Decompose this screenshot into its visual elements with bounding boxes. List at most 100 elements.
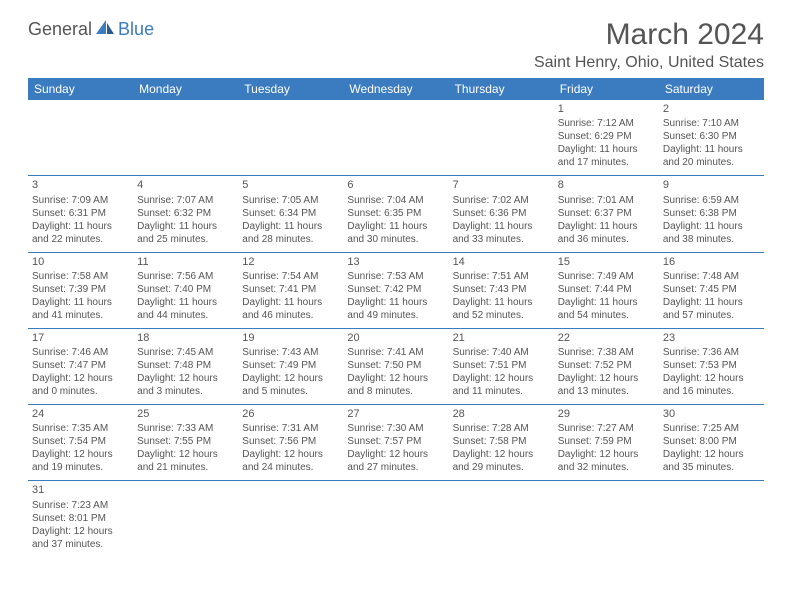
day-number: 8: [558, 178, 655, 192]
day-number: 13: [347, 255, 444, 269]
sunset-text: Sunset: 8:01 PM: [32, 512, 129, 525]
sunrise-text: Sunrise: 7:56 AM: [137, 270, 234, 283]
day-number: 18: [137, 331, 234, 345]
day-number: 17: [32, 331, 129, 345]
sunset-text: Sunset: 7:56 PM: [242, 435, 339, 448]
day-cell: 31Sunrise: 7:23 AMSunset: 8:01 PMDayligh…: [28, 481, 133, 556]
sunset-text: Sunset: 8:00 PM: [663, 435, 760, 448]
sunrise-text: Sunrise: 7:31 AM: [242, 422, 339, 435]
day-number: 12: [242, 255, 339, 269]
sunset-text: Sunset: 7:39 PM: [32, 283, 129, 296]
daylight-text: Daylight: 12 hours and 24 minutes.: [242, 448, 339, 474]
day-cell: 6Sunrise: 7:04 AMSunset: 6:35 PMDaylight…: [343, 176, 448, 251]
sunset-text: Sunset: 6:38 PM: [663, 207, 760, 220]
daylight-text: Daylight: 12 hours and 0 minutes.: [32, 372, 129, 398]
location: Saint Henry, Ohio, United States: [534, 54, 764, 72]
sunset-text: Sunset: 7:44 PM: [558, 283, 655, 296]
logo-text-blue: Blue: [118, 19, 154, 40]
day-cell: 17Sunrise: 7:46 AMSunset: 7:47 PMDayligh…: [28, 329, 133, 404]
day-cell: 23Sunrise: 7:36 AMSunset: 7:53 PMDayligh…: [659, 329, 764, 404]
day-number: 29: [558, 407, 655, 421]
day-cell: 8Sunrise: 7:01 AMSunset: 6:37 PMDaylight…: [554, 176, 659, 251]
sunrise-text: Sunrise: 7:27 AM: [558, 422, 655, 435]
sunset-text: Sunset: 7:41 PM: [242, 283, 339, 296]
day-cell-empty: [659, 481, 764, 556]
daylight-text: Daylight: 11 hours and 52 minutes.: [453, 296, 550, 322]
sunrise-text: Sunrise: 7:33 AM: [137, 422, 234, 435]
day-number: 27: [347, 407, 444, 421]
sunset-text: Sunset: 7:57 PM: [347, 435, 444, 448]
daylight-text: Daylight: 12 hours and 19 minutes.: [32, 448, 129, 474]
sunset-text: Sunset: 7:50 PM: [347, 359, 444, 372]
day-number: 14: [453, 255, 550, 269]
daylight-text: Daylight: 11 hours and 33 minutes.: [453, 220, 550, 246]
week-row: 10Sunrise: 7:58 AMSunset: 7:39 PM Dayligh…: [28, 253, 764, 329]
day-number: 20: [347, 331, 444, 345]
sunrise-text: Sunrise: 7:46 AM: [32, 346, 129, 359]
sunrise-text: Sunrise: 7:28 AM: [453, 422, 550, 435]
day-cell: 19Sunrise: 7:43 AMSunset: 7:49 PMDayligh…: [238, 329, 343, 404]
daylight-text: Daylight: 12 hours and 32 minutes.: [558, 448, 655, 474]
daylight-text: Daylight: 11 hours and 46 minutes.: [242, 296, 339, 322]
logo: General Blue: [28, 18, 154, 41]
day-cell: 3Sunrise: 7:09 AMSunset: 6:31 PMDaylight…: [28, 176, 133, 251]
sunset-text: Sunset: 7:40 PM: [137, 283, 234, 296]
sunrise-text: Sunrise: 7:58 AM: [32, 270, 129, 283]
sunrise-text: Sunrise: 7:43 AM: [242, 346, 339, 359]
day-cell-empty: [28, 100, 133, 175]
sunrise-text: Sunrise: 6:59 AM: [663, 194, 760, 207]
sunrise-text: Sunrise: 7:02 AM: [453, 194, 550, 207]
day-cell: 26Sunrise: 7:31 AMSunset: 7:56 PMDayligh…: [238, 405, 343, 480]
daylight-text: Daylight: 12 hours and 11 minutes.: [453, 372, 550, 398]
day-number: 24: [32, 407, 129, 421]
daylight-text: Daylight: 11 hours and 20 minutes.: [663, 143, 760, 169]
sunset-text: Sunset: 7:42 PM: [347, 283, 444, 296]
daylight-text: Daylight: 12 hours and 16 minutes.: [663, 372, 760, 398]
sunset-text: Sunset: 7:54 PM: [32, 435, 129, 448]
day-number: 7: [453, 178, 550, 192]
sunset-text: Sunset: 6:34 PM: [242, 207, 339, 220]
weekday-header: Tuesday: [238, 78, 343, 100]
week-row: 1Sunrise: 7:12 AMSunset: 6:29 PMDaylight…: [28, 100, 764, 176]
daylight-text: Daylight: 12 hours and 27 minutes.: [347, 448, 444, 474]
calendar-body: 1Sunrise: 7:12 AMSunset: 6:29 PMDaylight…: [28, 100, 764, 557]
sunrise-text: Sunrise: 7:05 AM: [242, 194, 339, 207]
day-cell: 13Sunrise: 7:53 AMSunset: 7:42 PMDayligh…: [343, 253, 448, 328]
day-cell: 20Sunrise: 7:41 AMSunset: 7:50 PMDayligh…: [343, 329, 448, 404]
daylight-text: Daylight: 12 hours and 13 minutes.: [558, 372, 655, 398]
day-cell-empty: [449, 100, 554, 175]
sunrise-text: Sunrise: 7:10 AM: [663, 117, 760, 130]
weekday-header: Friday: [554, 78, 659, 100]
day-cell: 28Sunrise: 7:28 AMSunset: 7:58 PMDayligh…: [449, 405, 554, 480]
day-cell: 24Sunrise: 7:35 AMSunset: 7:54 PMDayligh…: [28, 405, 133, 480]
day-number: 16: [663, 255, 760, 269]
sunset-text: Sunset: 7:59 PM: [558, 435, 655, 448]
header: General Blue March 2024 Saint Henry, Ohi…: [28, 18, 764, 72]
sunrise-text: Sunrise: 7:07 AM: [137, 194, 234, 207]
daylight-text: Daylight: 12 hours and 35 minutes.: [663, 448, 760, 474]
day-cell-empty: [238, 481, 343, 556]
sunrise-text: Sunrise: 7:35 AM: [32, 422, 129, 435]
daylight-text: Daylight: 12 hours and 3 minutes.: [137, 372, 234, 398]
day-cell: 14Sunrise: 7:51 AMSunset: 7:43 PMDayligh…: [449, 253, 554, 328]
sunset-text: Sunset: 7:43 PM: [453, 283, 550, 296]
day-number: 26: [242, 407, 339, 421]
day-number: 2: [663, 102, 760, 116]
day-number: 31: [32, 483, 129, 497]
weekday-header: Wednesday: [343, 78, 448, 100]
week-row: 24Sunrise: 7:35 AMSunset: 7:54 PMDayligh…: [28, 405, 764, 481]
day-number: 5: [242, 178, 339, 192]
day-number: 25: [137, 407, 234, 421]
week-row: 3Sunrise: 7:09 AMSunset: 6:31 PMDaylight…: [28, 176, 764, 252]
sunset-text: Sunset: 6:30 PM: [663, 130, 760, 143]
day-number: 9: [663, 178, 760, 192]
day-cell: 2Sunrise: 7:10 AMSunset: 6:30 PMDaylight…: [659, 100, 764, 175]
day-number: 19: [242, 331, 339, 345]
day-number: 22: [558, 331, 655, 345]
sunrise-text: Sunrise: 7:30 AM: [347, 422, 444, 435]
sunset-text: Sunset: 7:49 PM: [242, 359, 339, 372]
day-number: 11: [137, 255, 234, 269]
sunrise-text: Sunrise: 7:04 AM: [347, 194, 444, 207]
daylight-text: Daylight: 11 hours and 54 minutes.: [558, 296, 655, 322]
day-number: 10: [32, 255, 129, 269]
